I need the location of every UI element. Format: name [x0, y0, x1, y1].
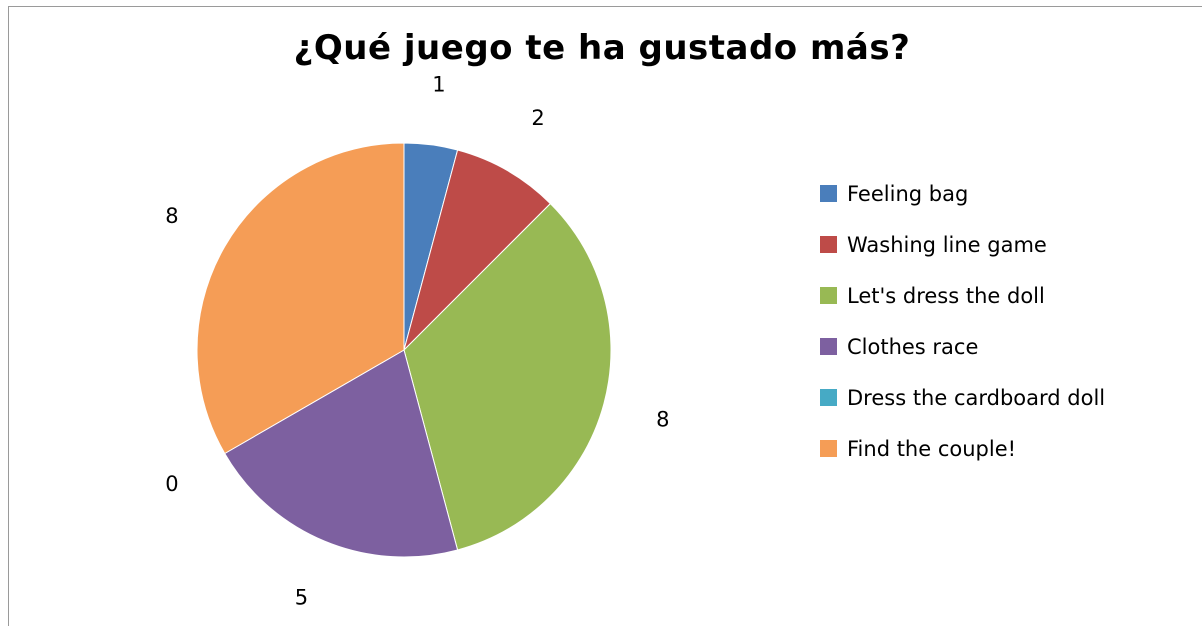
legend-item-washing-line-game: Washing line game	[820, 219, 1200, 270]
legend-item-let-s-dress-the-doll: Let's dress the doll	[820, 270, 1200, 321]
legend-swatch	[820, 287, 837, 304]
pie-slice-let-s-dress-the-doll	[403, 202, 612, 551]
pie-slice-find-the-couple	[196, 142, 405, 455]
legend-swatch	[820, 236, 837, 253]
data-label-feeling-bag: 1	[432, 72, 445, 96]
pie-slices	[196, 142, 612, 558]
data-label-washing-line-game: 2	[531, 106, 544, 130]
legend-swatch	[820, 389, 837, 406]
legend-label: Clothes race	[847, 334, 979, 359]
legend-item-feeling-bag: Feeling bag	[820, 168, 1200, 219]
legend-label: Feeling bag	[847, 181, 969, 206]
legend-label: Find the couple!	[847, 436, 1017, 461]
pie-labels: 1 2 8 5 0 8	[165, 72, 669, 609]
legend-label: Washing line game	[847, 232, 1047, 257]
data-label-let-s-dress-the-doll: 8	[656, 407, 669, 431]
data-label-find-the-couple: 8	[165, 204, 178, 228]
chart-legend: Feeling bag Washing line game Let's dress …	[820, 168, 1200, 474]
legend-label: Dress the cardboard doll	[847, 385, 1106, 410]
legend-item-clothes-race: Clothes race	[820, 321, 1200, 372]
legend-label: Let's dress the doll	[847, 283, 1045, 308]
legend-item-dress-the-cardboard-doll: Dress the cardboard doll	[820, 372, 1200, 423]
legend-swatch	[820, 338, 837, 355]
pie-slice-clothes-race	[224, 349, 459, 558]
data-label-clothes-race: 5	[295, 586, 308, 610]
legend-swatch	[820, 440, 837, 457]
data-label-dress-the-cardboard-doll: 0	[165, 472, 178, 496]
chart-title: ¿Qué juego te ha gustado más?	[293, 28, 911, 68]
pie-slice-washing-line-game	[403, 149, 552, 352]
legend-item-find-the-couple: Find the couple!	[820, 423, 1200, 474]
legend-swatch	[820, 185, 837, 202]
